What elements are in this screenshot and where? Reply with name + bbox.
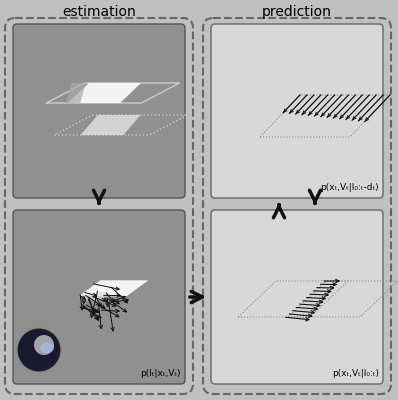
Text: prediction: prediction [262,5,332,19]
Ellipse shape [17,328,61,372]
FancyBboxPatch shape [211,210,383,384]
Ellipse shape [40,343,54,353]
FancyBboxPatch shape [211,24,383,198]
Text: p(xₜ,Vₜ|I₀:ₜ-dₜ): p(xₜ,Vₜ|I₀:ₜ-dₜ) [320,183,379,192]
Ellipse shape [34,335,54,355]
Polygon shape [66,83,86,103]
Polygon shape [78,280,148,296]
FancyBboxPatch shape [13,210,185,384]
Text: estimation: estimation [62,5,136,19]
Text: p(xₜ,Vₜ|I₀:ₜ): p(xₜ,Vₜ|I₀:ₜ) [332,369,379,378]
Polygon shape [80,292,110,300]
Polygon shape [68,83,141,103]
FancyBboxPatch shape [13,24,185,198]
Text: p(Iₜ|xₜ,Vₜ): p(Iₜ|xₜ,Vₜ) [140,369,181,378]
Polygon shape [81,115,140,135]
